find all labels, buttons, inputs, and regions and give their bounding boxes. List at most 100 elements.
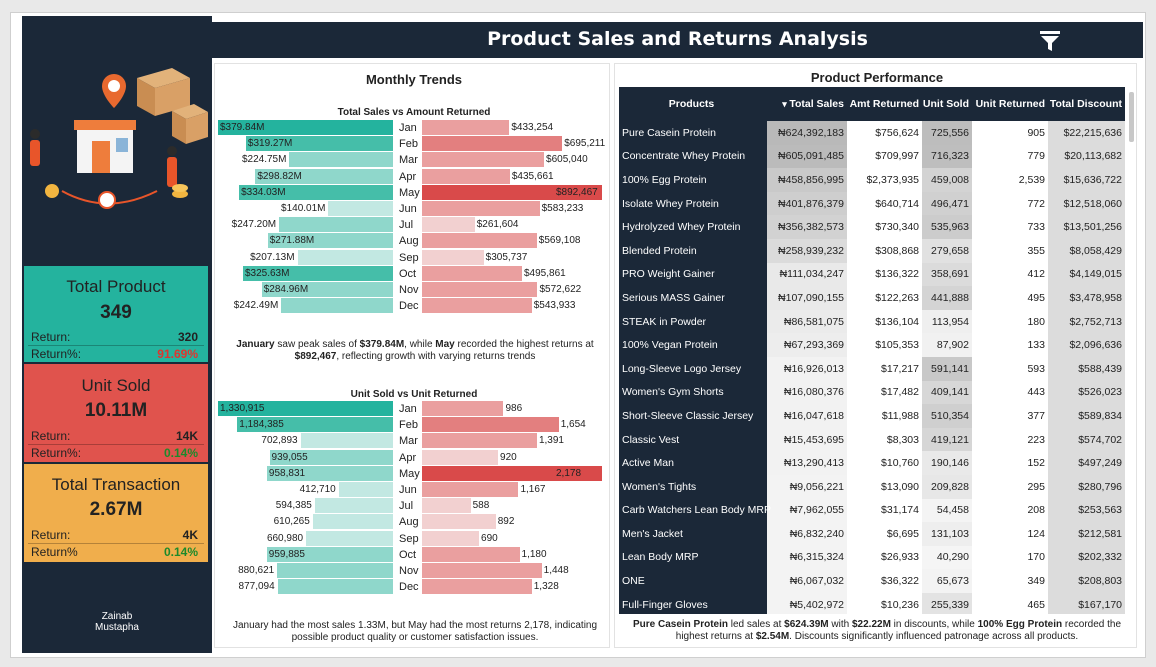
right-bar-oct[interactable]	[422, 546, 520, 562]
table-header-row: Products ▾ Total Sales Amt Returned Unit So…	[619, 87, 1125, 121]
table-row[interactable]: Active Man ₦13,290,413 $10,760 190,146 152 $4…	[619, 451, 1125, 475]
left-bar-oct[interactable]	[266, 546, 393, 562]
right-bar-nov[interactable]	[422, 282, 538, 297]
left-bar-jul[interactable]	[279, 217, 393, 233]
table-row[interactable]: 100% Egg Protein ₦458,856,995 $2,373,935 45…	[619, 168, 1125, 192]
column-header[interactable]: Products	[668, 98, 715, 110]
left-bar-oct[interactable]	[242, 265, 393, 281]
kpi-total-transaction-label: Total Transaction	[51, 475, 181, 494]
left-bar-jan[interactable]	[218, 120, 393, 135]
column-header[interactable]: ▾ Total Sales	[782, 98, 844, 110]
left-bar-jun[interactable]	[328, 201, 393, 216]
month-label: Mar	[399, 154, 418, 167]
left-bar-jul[interactable]	[314, 498, 393, 514]
right-bar-jan[interactable]	[422, 120, 510, 135]
table-row[interactable]: Concentrate Whey Protein ₦605,091,485 $709…	[619, 144, 1125, 169]
right-bar-jul[interactable]	[422, 498, 471, 514]
month-label: Sep	[399, 532, 419, 545]
right-bar-mar[interactable]	[422, 433, 537, 449]
right-bar-nov[interactable]	[422, 563, 542, 578]
table-cell: $589,834	[1048, 404, 1125, 428]
kpi-unit-sold-return-value: 14K	[175, 429, 198, 443]
right-bar-label: $261,604	[476, 219, 519, 231]
product-table-container[interactable]: Products ▾ Total Sales Amt Returned Unit So…	[619, 87, 1125, 614]
left-bar-nov[interactable]	[261, 282, 393, 297]
table-row[interactable]: Women's Tights ₦9,056,221 $13,090 209,828 29…	[619, 474, 1125, 499]
table-row[interactable]: Long-Sleeve Logo Jersey ₦16,926,013 $17,21…	[619, 356, 1125, 381]
column-header[interactable]: Unit Sold	[922, 98, 969, 110]
right-bar-apr[interactable]	[422, 449, 499, 465]
left-bar-mar[interactable]	[300, 433, 393, 449]
right-bar-dec[interactable]	[422, 579, 532, 595]
table-scrollbar[interactable]	[1129, 92, 1134, 142]
left-bar-label: 412,710	[299, 484, 336, 495]
table-row[interactable]: ONE ₦6,067,032 $36,322 65,673 349 $208,803	[619, 569, 1125, 593]
left-bar-dec[interactable]	[277, 579, 393, 595]
right-bar-feb[interactable]	[422, 136, 563, 152]
column-header[interactable]: Amt Returned	[849, 98, 919, 110]
filter-icon[interactable]	[1038, 29, 1062, 53]
table-row[interactable]: Isolate Whey Protein ₦401,876,379 $640,714…	[619, 191, 1125, 216]
right-bar-jun[interactable]	[422, 201, 540, 216]
table-row[interactable]: Short-Sleeve Classic Jersey ₦16,047,618 $1…	[619, 404, 1125, 428]
table-row[interactable]: Men's Jacket ₦6,832,240 $6,695 131,103 124 $2…	[619, 522, 1125, 546]
month-label: Jul	[399, 219, 414, 232]
table-cell: ₦6,832,240	[767, 522, 847, 546]
left-bar-may[interactable]	[239, 184, 393, 200]
right-bar-mar[interactable]	[422, 152, 545, 168]
column-header[interactable]: Total Discount	[1049, 98, 1122, 110]
right-bar-jun[interactable]	[422, 482, 519, 497]
table-row[interactable]: STEAK in Powder ₦86,581,075 $136,104 113,95…	[619, 309, 1125, 334]
right-bar-apr[interactable]	[422, 168, 510, 184]
left-bar-apr[interactable]	[269, 449, 393, 465]
table-row[interactable]: Women's Gym Shorts ₦16,080,376 $17,482 409,…	[619, 380, 1125, 405]
table-cell: $8,303	[886, 433, 919, 446]
table-row[interactable]: Serious MASS Gainer ₦107,090,155 $122,263 4…	[619, 286, 1125, 310]
sort-desc-icon[interactable]: ▾	[782, 99, 790, 109]
table-row[interactable]: PRO Weight Gainer ₦111,034,247 $136,322 358…	[619, 262, 1125, 287]
left-bar-feb[interactable]	[237, 417, 393, 433]
table-cell: $497,249	[1048, 451, 1125, 475]
right-bar-label: 1,448	[543, 565, 569, 576]
author-line2: Mustapha	[95, 622, 139, 633]
right-bar-dec[interactable]	[422, 298, 532, 314]
column-header[interactable]: Unit Returned	[975, 98, 1045, 110]
right-bar-may[interactable]	[422, 184, 602, 200]
right-bar-jan[interactable]	[422, 401, 504, 416]
right-bar-label: $433,254	[511, 122, 554, 133]
left-bar-aug[interactable]	[267, 233, 393, 249]
right-bar-sep[interactable]	[422, 530, 480, 546]
month-label: Feb	[399, 419, 418, 432]
right-bar-feb[interactable]	[422, 417, 559, 433]
left-bar-sep[interactable]	[297, 249, 393, 265]
kpi-unit-sold-return-label: Return:	[31, 429, 71, 443]
left-bar-jan[interactable]	[218, 401, 393, 416]
left-bar-dec[interactable]	[281, 298, 393, 314]
table-row[interactable]: 100% Vegan Protein ₦67,293,369 $105,353 87,…	[619, 333, 1125, 357]
right-bar-oct[interactable]	[422, 265, 522, 281]
right-bar-label: 1,167	[520, 484, 546, 495]
left-bar-aug[interactable]	[312, 514, 393, 530]
table-row[interactable]: Pure Casein Protein ₦624,392,183 $756,624 7…	[619, 121, 1125, 145]
left-bar-sep[interactable]	[306, 530, 393, 546]
table-row[interactable]: Carb Watchers Lean Body MRP ₦7,962,055 $31…	[619, 498, 1125, 523]
right-bar-jul[interactable]	[422, 217, 475, 233]
kpi-total-product-return-value: 320	[177, 330, 198, 344]
note-text: recorded the highest returns at	[675, 619, 1122, 642]
right-bar-may[interactable]	[422, 465, 602, 481]
table-row[interactable]: Lean Body MRP ₦6,315,324 $26,933 40,290 170 $…	[619, 545, 1125, 570]
table-row[interactable]: Classic Vest ₦15,453,695 $8,303 419,121 223 $…	[619, 427, 1125, 452]
left-bar-may[interactable]	[266, 465, 393, 481]
table-row[interactable]: Blended Protein ₦258,939,232 $308,868 279,6…	[619, 238, 1125, 263]
right-bar-label: $495,861	[524, 267, 566, 279]
left-bar-nov[interactable]	[277, 563, 393, 578]
left-bar-mar[interactable]	[289, 152, 393, 168]
left-bar-jun[interactable]	[338, 482, 393, 497]
left-bar-apr[interactable]	[255, 168, 393, 184]
left-bar-feb[interactable]	[245, 136, 393, 152]
right-bar-aug[interactable]	[422, 233, 537, 249]
right-bar-aug[interactable]	[422, 514, 496, 530]
right-bar-sep[interactable]	[422, 249, 484, 265]
table-row[interactable]: Hydrolyzed Whey Protein ₦356,382,573 $730,…	[619, 215, 1125, 239]
table-row[interactable]: Full-Finger Gloves ₦5,402,972 $10,236 255,3…	[619, 592, 1125, 614]
